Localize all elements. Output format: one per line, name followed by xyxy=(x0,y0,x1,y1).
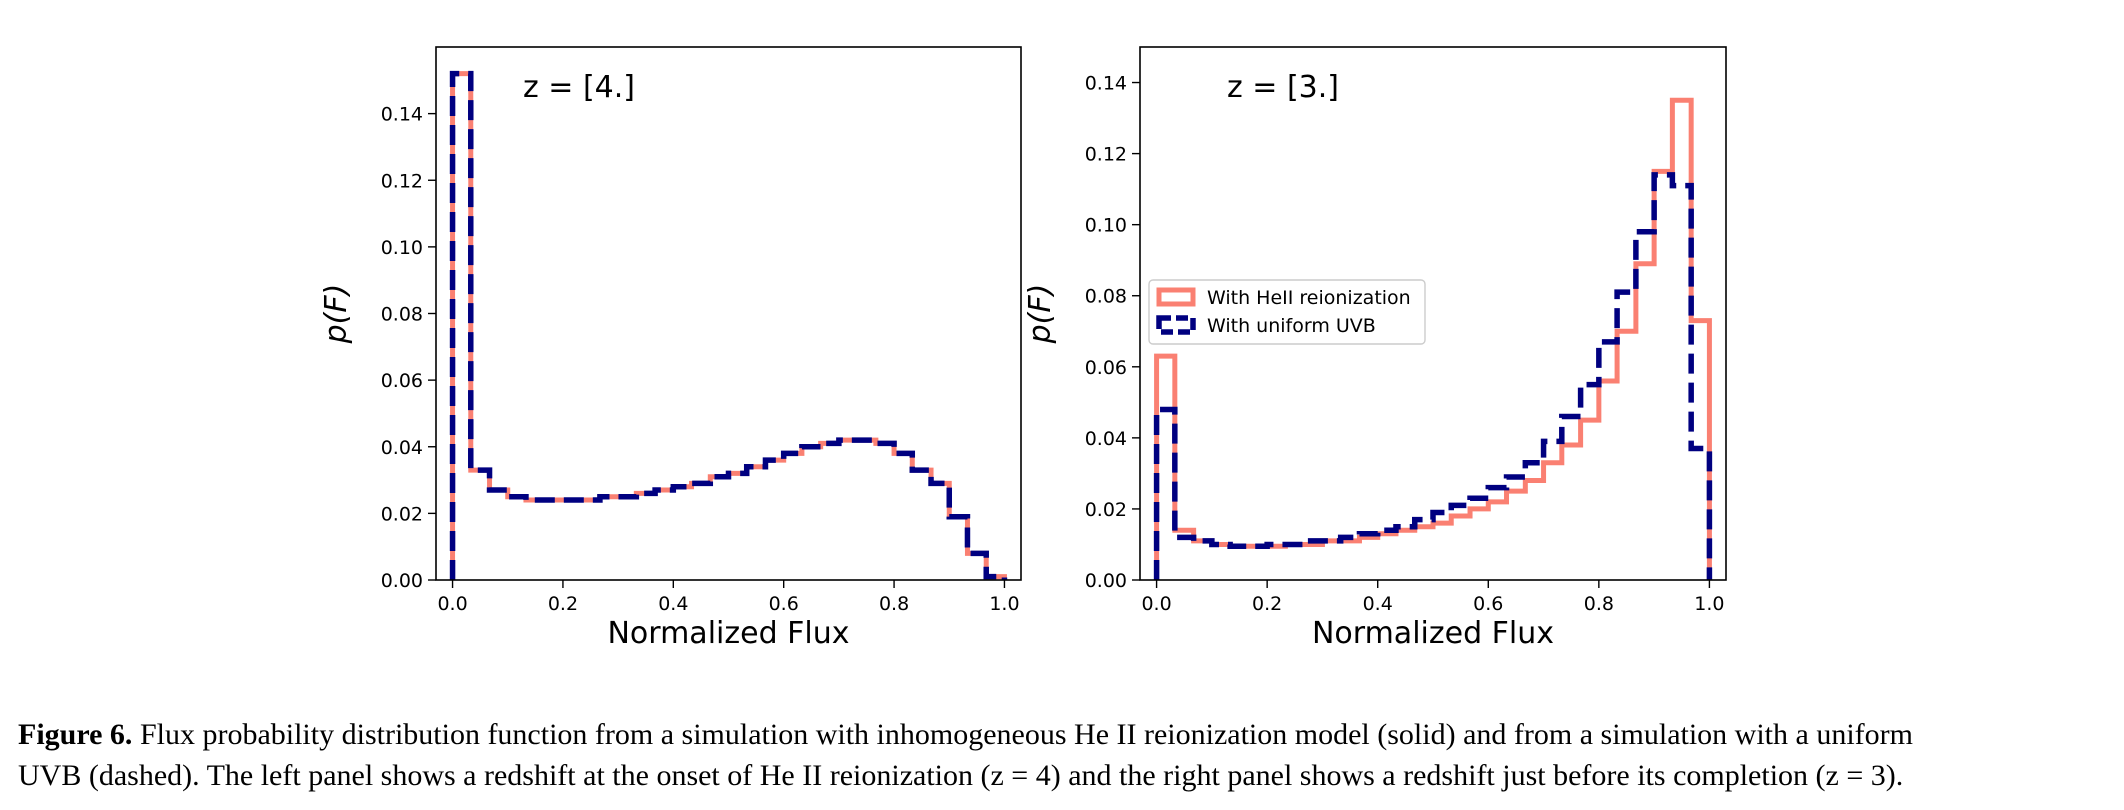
right-ytick-label: 0.14 xyxy=(1085,73,1127,95)
left-ytick-label: 0.04 xyxy=(381,437,423,459)
right-xtick-label: 0.8 xyxy=(1584,593,1614,615)
right-ytick-label: 0.06 xyxy=(1085,357,1127,379)
left-xtick-label: 0.6 xyxy=(769,593,799,615)
right-ytick-label: 0.10 xyxy=(1085,215,1127,237)
legend-label-uniform-uvb: With uniform UVB xyxy=(1207,315,1376,337)
left-yaxis-label: p(F) xyxy=(319,284,354,345)
left-redshift-annotation: z = [4.] xyxy=(523,70,635,105)
figure-caption-line1: Flux probability distribution function f… xyxy=(139,718,1913,751)
left-ytick-label: 0.08 xyxy=(381,304,423,326)
legend-box xyxy=(1148,279,1426,345)
figure-caption: Figure 6. Flux probability distribution … xyxy=(18,714,2110,796)
right-xtick-label: 0.0 xyxy=(1141,593,1171,615)
right-ytick-label: 0.12 xyxy=(1085,144,1127,166)
right-xtick-label: 0.2 xyxy=(1252,593,1282,615)
legend: With HeII reionization With uniform UVB xyxy=(1148,279,1426,345)
right-ytick-label: 0.02 xyxy=(1085,499,1127,521)
right-panel-chart: 0.0 0.2 0.4 0.6 0.8 1.0 0.00 0.02 0.04 0.06 0.08 0.… xyxy=(1023,46,1727,651)
right-ytick-label: 0.00 xyxy=(1085,570,1127,592)
right-ytick-label: 0.08 xyxy=(1085,286,1127,308)
right-xaxis-label: Normalized Flux xyxy=(1312,616,1554,651)
left-ytick-label: 0.10 xyxy=(381,237,423,259)
left-ytick-label: 0.00 xyxy=(381,570,423,592)
left-xtick-label: 0.8 xyxy=(879,593,909,615)
right-axes-frame xyxy=(1139,46,1727,581)
legend-swatch-heii-reionization xyxy=(1156,287,1196,307)
right-redshift-annotation: z = [3.] xyxy=(1227,70,1339,105)
left-ytick-label: 0.12 xyxy=(381,170,423,192)
left-panel-chart: 0.0 0.2 0.4 0.6 0.8 1.0 0.00 0.02 0.04 0.06 0.08 0.… xyxy=(319,46,1022,651)
left-ytick-label: 0.06 xyxy=(381,370,423,392)
left-xtick-label: 0.4 xyxy=(658,593,688,615)
figure-caption-line2: UVB (dashed). The left panel shows a red… xyxy=(18,759,1904,792)
right-ytick-label: 0.04 xyxy=(1085,428,1127,450)
right-yaxis-label: p(F) xyxy=(1023,284,1058,345)
left-ytick-label: 0.14 xyxy=(381,104,423,126)
legend-label-heii-reionization: With HeII reionization xyxy=(1207,287,1411,309)
left-xaxis-label: Normalized Flux xyxy=(607,616,849,651)
right-xtick-label: 0.6 xyxy=(1473,593,1503,615)
legend-swatch-uniform-uvb xyxy=(1156,315,1196,335)
right-xtick-label: 0.4 xyxy=(1363,593,1393,615)
right-series-uniform-uvb-line xyxy=(1153,172,1713,580)
left-series-uniform-uvb-line xyxy=(449,70,1008,580)
left-ytick-label: 0.02 xyxy=(381,503,423,525)
left-xtick-label: 0.2 xyxy=(548,593,578,615)
left-xtick-label: 0.0 xyxy=(437,593,467,615)
right-xtick-label: 1.0 xyxy=(1694,593,1724,615)
figure-caption-label: Figure 6. xyxy=(18,718,133,751)
left-xtick-label: 1.0 xyxy=(989,593,1019,615)
